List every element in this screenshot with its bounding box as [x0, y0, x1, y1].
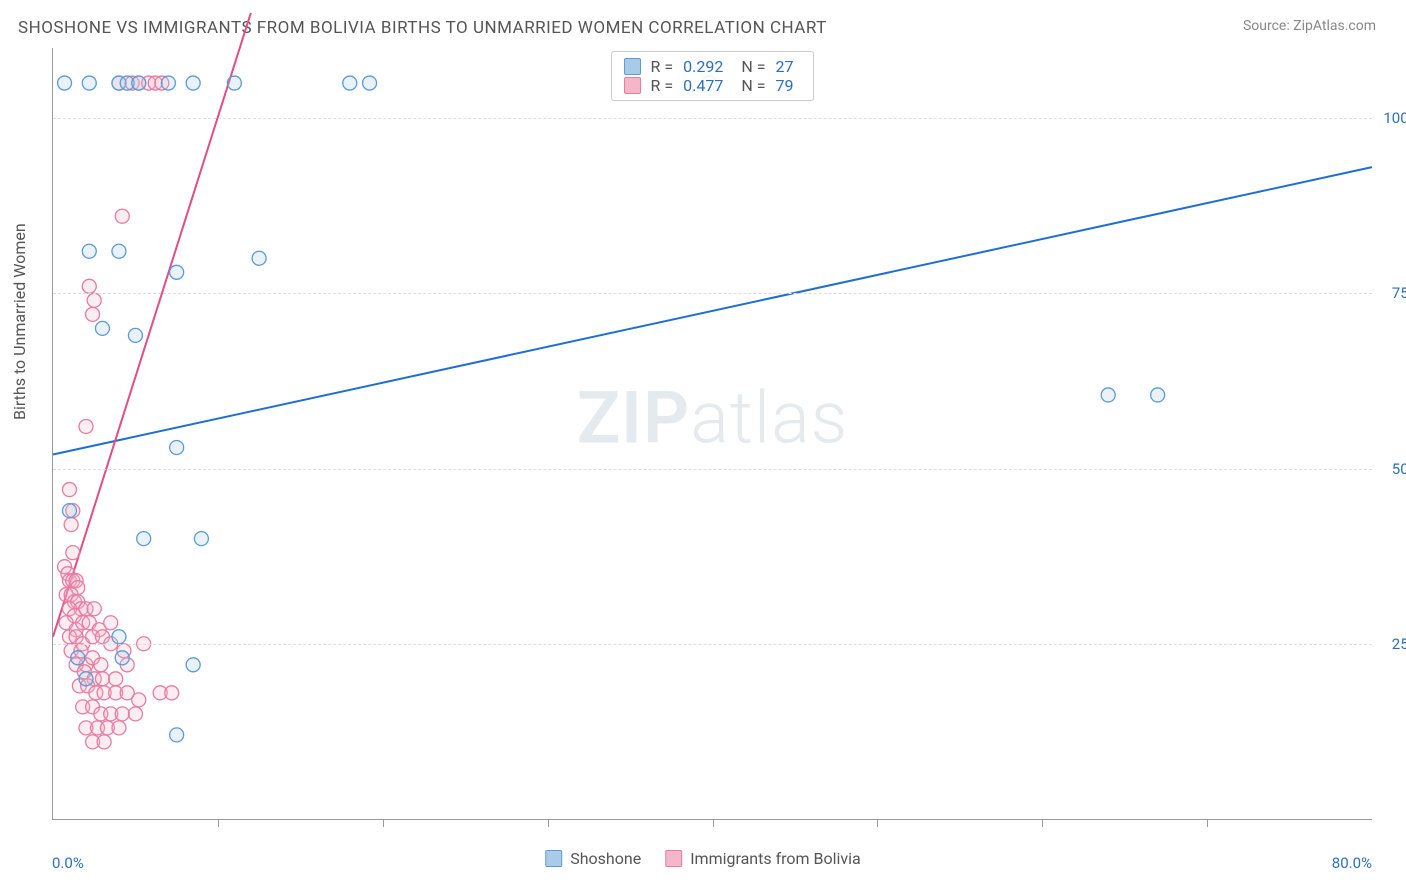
- n-value-shoshone: 27: [775, 57, 793, 76]
- plot-svg: [53, 48, 1372, 819]
- correlation-legend: R = 0.292 N = 27 R = 0.477 N = 79: [611, 51, 815, 101]
- legend-row-shoshone: R = 0.292 N = 27: [624, 57, 802, 76]
- legend-item-shoshone: Shoshone: [545, 849, 641, 868]
- legend-label-shoshone: Shoshone: [570, 849, 641, 868]
- r-value-shoshone: 0.292: [683, 57, 723, 76]
- legend-row-bolivia: R = 0.477 N = 79: [624, 76, 802, 95]
- legend-label-bolivia: Immigrants from Bolivia: [690, 849, 861, 868]
- x-axis-max-label: 80.0%: [1332, 854, 1372, 872]
- chart-title: SHOSHONE VS IMMIGRANTS FROM BOLIVIA BIRT…: [18, 18, 827, 38]
- series-legend: Shoshone Immigrants from Bolivia: [545, 849, 861, 868]
- legend-item-bolivia: Immigrants from Bolivia: [665, 849, 861, 868]
- y-tick-label: 25.0%: [1377, 635, 1406, 653]
- chart-container: SHOSHONE VS IMMIGRANTS FROM BOLIVIA BIRT…: [0, 0, 1406, 892]
- plot-area: ZIPatlas R = 0.292 N = 27 R = 0.477 N = …: [52, 48, 1372, 820]
- source-label: Source: ZipAtlas.com: [1243, 18, 1376, 34]
- y-axis-label: Births to Unmarried Women: [10, 223, 29, 420]
- x-axis-min-label: 0.0%: [52, 854, 84, 872]
- swatch-bolivia: [624, 77, 641, 94]
- swatch-shoshone: [624, 58, 641, 75]
- swatch-bolivia-icon: [665, 850, 682, 867]
- swatch-shoshone-icon: [545, 850, 562, 867]
- y-tick-label: 75.0%: [1377, 284, 1406, 302]
- y-tick-label: 50.0%: [1377, 460, 1406, 478]
- n-value-bolivia: 79: [775, 76, 793, 95]
- r-value-bolivia: 0.477: [683, 76, 723, 95]
- y-tick-label: 100.0%: [1377, 109, 1406, 127]
